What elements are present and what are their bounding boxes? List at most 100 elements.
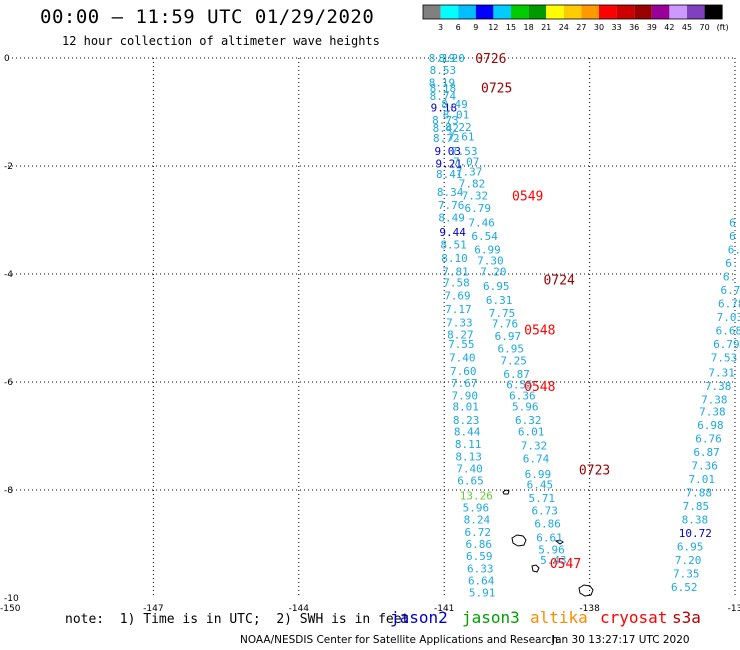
wave-height-label: 6.32 (515, 414, 542, 427)
wave-height-label: 6.98 (697, 419, 724, 432)
wave-height-label: 9.44 (439, 226, 466, 239)
x-tick-label: -13 (728, 604, 740, 614)
wave-height-label: 7.32 (521, 440, 548, 453)
wave-height-label: 7.60 (450, 365, 477, 378)
colorbar-label: 18 (524, 23, 534, 32)
legend-jason3: jason3 (462, 608, 520, 627)
wave-height-label: 6.99 (525, 468, 552, 481)
colorbar-swatch (563, 5, 582, 19)
wave-height-label: 8.19 (429, 52, 456, 65)
wave-height-label: 6.55 (506, 379, 532, 392)
wave-height-label: 8.44 (454, 426, 481, 439)
wave-height-label: 8.22 (445, 121, 472, 134)
pass-time-label: 0549 (512, 190, 543, 205)
pass-time-label: 0725 (481, 82, 512, 97)
wave-height-label: 7.25 (500, 354, 527, 367)
colorbar-swatch (528, 5, 547, 19)
colorbar-swatch (704, 5, 723, 19)
wave-height-label: 5.91 (469, 587, 496, 600)
wave-height-label: 6.86 (534, 517, 561, 530)
colorbar-swatch (581, 5, 599, 19)
footer-note: note: 1) Time is in UTC; 2) SWH is in fe… (65, 612, 410, 627)
colorbar-label: 3 (438, 23, 443, 32)
wave-height-label: 8.53 (430, 64, 457, 77)
wave-height-label: 5.96 (512, 400, 539, 413)
wave-height-label: 8.49 (441, 98, 468, 111)
colorbar-swatch (651, 5, 670, 19)
colorbar-swatch (458, 5, 476, 19)
island-shape (511, 534, 527, 547)
wave-height-label: 8.18 (430, 82, 457, 95)
colorbar-swatch (687, 5, 705, 19)
island-shape (502, 489, 510, 495)
wave-height-label: 8.24 (464, 514, 491, 527)
colorbar-label: 36 (629, 23, 639, 32)
wave-height-label: 7.03 (717, 311, 740, 324)
legend-altika: altika (530, 608, 588, 627)
wave-height-label: 6.59 (466, 550, 493, 563)
colorbar-swatch (669, 5, 687, 19)
wave-height-label: 8.38 (682, 514, 709, 527)
wave-height-label: 13.26 (460, 489, 493, 502)
wave-height-label: 7.46 (468, 217, 495, 230)
wave-height-label: 7.76 (438, 199, 465, 212)
pass-time-label: 0726 (475, 52, 506, 67)
wave-height-label: 8.27 (447, 328, 474, 341)
chart-title: 00:00 – 11:59 UTC 01/29/2020 (40, 6, 375, 28)
wave-height-label: 7.30 (477, 255, 504, 268)
wave-height-label: 8.42 (433, 122, 460, 135)
wave-height-label: 9.03 (435, 145, 462, 158)
colorbar-label: 6 (456, 23, 461, 32)
wave-height-label: 7.55 (448, 338, 475, 351)
wave-height-label: 10.72 (679, 527, 712, 540)
wave-height-label: 6.7 (720, 284, 740, 297)
wave-height-label: 6.31 (486, 294, 513, 307)
wave-height-label: 6.87 (693, 446, 720, 459)
wave-height-label: 7.17 (445, 303, 472, 316)
wave-height-label: 5.96 (538, 543, 565, 556)
wave-height-label: 6.65 (457, 474, 484, 487)
colorbar-unit: (ft) (717, 23, 729, 32)
colorbar-label: 70 (700, 23, 710, 32)
colorbar-swatch (634, 5, 652, 19)
wave-height-label: 6. (723, 271, 736, 284)
wave-height-label: 8.01 (452, 400, 479, 413)
island-shape (531, 564, 540, 573)
x-tick-label: -141 (434, 604, 454, 614)
wave-height-label: 6.95 (483, 280, 510, 293)
wave-height-label: 6.79 (465, 202, 492, 215)
colorbar-label: 45 (682, 23, 692, 32)
colorbar-swatch (423, 5, 441, 19)
wave-height-label: 8.20 (438, 52, 465, 65)
colorbar-label: 30 (594, 23, 604, 32)
wave-height-label: 6.33 (467, 562, 494, 575)
wave-height-label: 7.38 (699, 406, 726, 419)
wave-height-label: 8.34 (437, 186, 464, 199)
wave-height-label: 6.72 (465, 526, 492, 539)
legend-jason2: jason2 (390, 608, 448, 627)
wave-height-label: 8.74 (430, 90, 457, 103)
colorbar-label: 15 (506, 23, 516, 32)
island-shape (554, 539, 564, 545)
wave-height-label: 7.01 (688, 473, 715, 486)
wave-height-readings: 8.198.538.198.188.749.188.738.428.729.03… (429, 52, 740, 600)
wave-height-label: 7.61 (448, 130, 475, 143)
wave-height-label: 7.38 (705, 380, 732, 393)
wave-height-label: 8.49 (438, 211, 465, 224)
colorbar-label: 24 (559, 23, 569, 32)
wave-height-label: 8.51 (440, 238, 467, 251)
wave-height-label: 8.10 (441, 252, 468, 265)
pass-time-label: 0548 (524, 380, 555, 395)
y-tick-label: -2 (4, 162, 13, 172)
y-tick-label: -10 (4, 594, 19, 604)
colorbar-swatch (475, 5, 494, 19)
colorbar-swatch (546, 5, 564, 19)
y-tick-label: -6 (4, 378, 13, 388)
wave-height-label: 7.53 (711, 352, 738, 365)
wave-height-label: 6.36 (509, 390, 536, 403)
wave-height-label: 7.40 (456, 462, 483, 475)
wave-height-label: 6.45 (527, 479, 554, 492)
colorbar-swatch (440, 5, 459, 19)
coastline-islands (502, 489, 594, 597)
wave-height-label: 7.81 (442, 265, 469, 278)
